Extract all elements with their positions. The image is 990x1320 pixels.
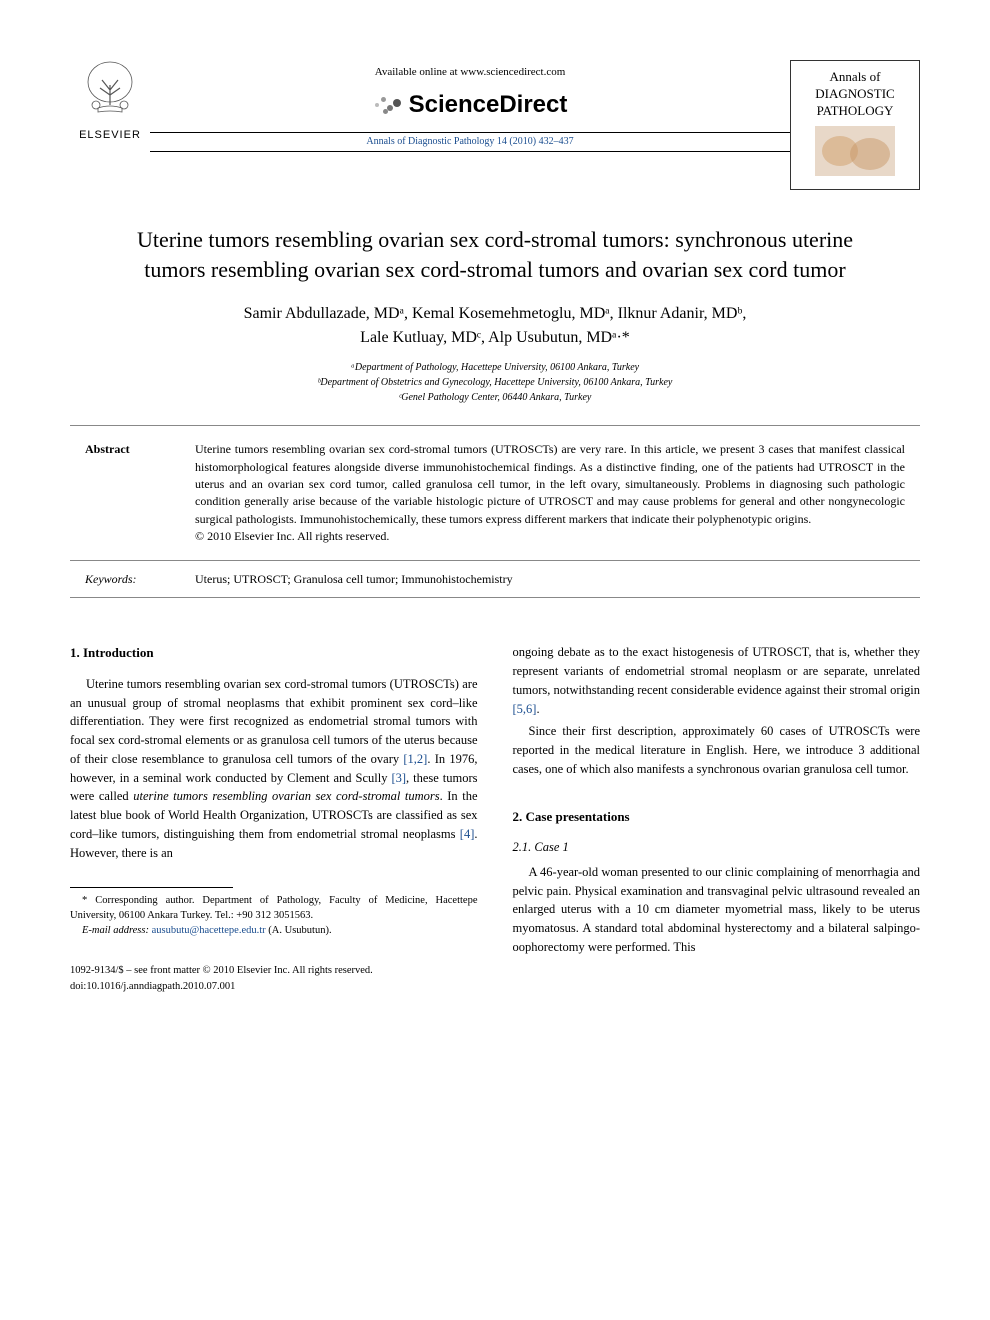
intro-paragraph-3: Since their first description, approxima… <box>513 722 921 778</box>
body-columns: 1. Introduction Uterine tumors resemblin… <box>70 643 920 995</box>
email-link[interactable]: ausubutu@hacettepe.edu.tr <box>152 925 266 936</box>
sciencedirect-logo: ScienceDirect <box>150 88 790 122</box>
elsevier-tree-icon <box>80 60 140 120</box>
elsevier-label: ELSEVIER <box>70 128 150 143</box>
sciencedirect-dots-icon <box>373 93 403 117</box>
footnote-separator <box>70 887 233 888</box>
elsevier-logo: ELSEVIER <box>70 60 150 144</box>
affiliation-c: ᶜGenel Pathology Center, 06440 Ankara, T… <box>70 390 920 405</box>
journal-box-line1: Annals of <box>830 69 881 84</box>
page-header: ELSEVIER Available online at www.science… <box>70 60 920 190</box>
affiliation-b: ᵇDepartment of Obstetrics and Gynecology… <box>70 375 920 390</box>
keywords-rule-top <box>70 560 920 561</box>
email-label: E-mail address: <box>82 925 152 936</box>
keywords-rule-bottom <box>70 597 920 598</box>
cases-heading: 2. Case presentations <box>513 807 921 827</box>
keywords-text: Uterus; UTROSCT; Granulosa cell tumor; I… <box>195 571 513 588</box>
intro-p2a: ongoing debate as to the exact histogene… <box>513 645 921 697</box>
intro-paragraph-1: Uterine tumors resembling ovarian sex co… <box>70 675 478 863</box>
header-rule-top <box>150 132 790 133</box>
case1-heading: 2.1. Case 1 <box>513 838 921 857</box>
case1-paragraph-1: A 46-year-old woman presented to our cli… <box>513 863 921 957</box>
ref-link-1-2[interactable]: [1,2] <box>403 752 427 766</box>
abstract-label: Abstract <box>85 441 165 545</box>
abstract-block: Abstract Uterine tumors resembling ovari… <box>85 441 905 545</box>
article-title: Uterine tumors resembling ovarian sex co… <box>110 225 880 284</box>
email-footnote: E-mail address: ausubutu@hacettepe.edu.t… <box>70 924 478 939</box>
journal-cover-icon <box>815 126 895 176</box>
center-header: Available online at www.sciencedirect.co… <box>150 60 790 154</box>
journal-box-title: Annals of DIAGNOSTIC PATHOLOGY <box>797 69 913 120</box>
author-line-2: Lale Kutluay, MDᶜ, Alp Usubutun, MDᵃ·* <box>360 329 630 346</box>
right-column: ongoing debate as to the exact histogene… <box>513 643 921 995</box>
email-name: (A. Usubutun). <box>266 925 332 936</box>
author-line-1: Samir Abdullazade, MDᵃ, Kemal Kosemehmet… <box>244 305 747 322</box>
journal-box-line2: DIAGNOSTIC <box>815 86 894 101</box>
intro-em: uterine tumors resembling ovarian sex co… <box>133 789 439 803</box>
affiliations: ᵃDepartment of Pathology, Hacettepe Univ… <box>70 360 920 405</box>
abstract-rule-top <box>70 425 920 426</box>
keywords-block: Keywords: Uterus; UTROSCT; Granulosa cel… <box>85 571 905 588</box>
journal-box-line3: PATHOLOGY <box>817 103 894 118</box>
abstract-copyright: © 2010 Elsevier Inc. All rights reserved… <box>195 529 389 543</box>
available-online-text: Available online at www.sciencedirect.co… <box>150 65 790 80</box>
abstract-body: Uterine tumors resembling ovarian sex co… <box>195 442 905 526</box>
copyright-line1: 1092-9134/$ – see front matter © 2010 El… <box>70 963 478 979</box>
intro-paragraph-2: ongoing debate as to the exact histogene… <box>513 643 921 718</box>
ref-link-4[interactable]: [4] <box>460 827 475 841</box>
sciencedirect-text: ScienceDirect <box>409 88 568 122</box>
ref-link-3[interactable]: [3] <box>391 771 406 785</box>
journal-reference[interactable]: Annals of Diagnostic Pathology 14 (2010)… <box>150 135 790 149</box>
corresponding-footnote: * Corresponding author. Department of Pa… <box>70 894 478 923</box>
affiliation-a: ᵃDepartment of Pathology, Hacettepe Univ… <box>70 360 920 375</box>
keywords-label: Keywords: <box>85 571 165 588</box>
copyright-block: 1092-9134/$ – see front matter © 2010 El… <box>70 963 478 995</box>
author-list: Samir Abdullazade, MDᵃ, Kemal Kosemehmet… <box>70 302 920 350</box>
header-rule-bottom <box>150 151 790 152</box>
left-column: 1. Introduction Uterine tumors resemblin… <box>70 643 478 995</box>
intro-heading: 1. Introduction <box>70 643 478 663</box>
journal-cover-box: Annals of DIAGNOSTIC PATHOLOGY <box>790 60 920 190</box>
doi-line: doi:10.1016/j.anndiagpath.2010.07.001 <box>70 979 478 995</box>
intro-p2b: . <box>536 702 539 716</box>
ref-link-5-6[interactable]: [5,6] <box>513 702 537 716</box>
abstract-text: Uterine tumors resembling ovarian sex co… <box>195 441 905 545</box>
